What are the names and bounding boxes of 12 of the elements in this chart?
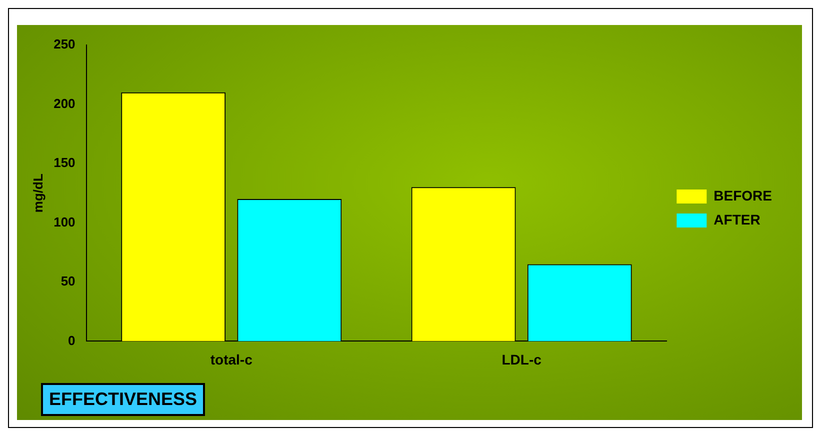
text: EFFECTIVENESS [41,383,206,416]
y-tick-label: 150 [54,155,76,170]
legend-label: BEFORE [714,187,772,204]
legend-label: AFTER [714,211,760,228]
y-axis-title: mg/dL [30,174,46,213]
y-tick-label: 50 [60,274,76,289]
x-tick-label: total-c [210,351,253,368]
x-tick-label: LDL-c [502,351,542,368]
y-tick-label: 250 [54,36,76,52]
y-tick-label: 200 [54,96,76,111]
y-tick-label: 0 [68,332,76,348]
y-tick-label: 100 [54,214,76,230]
